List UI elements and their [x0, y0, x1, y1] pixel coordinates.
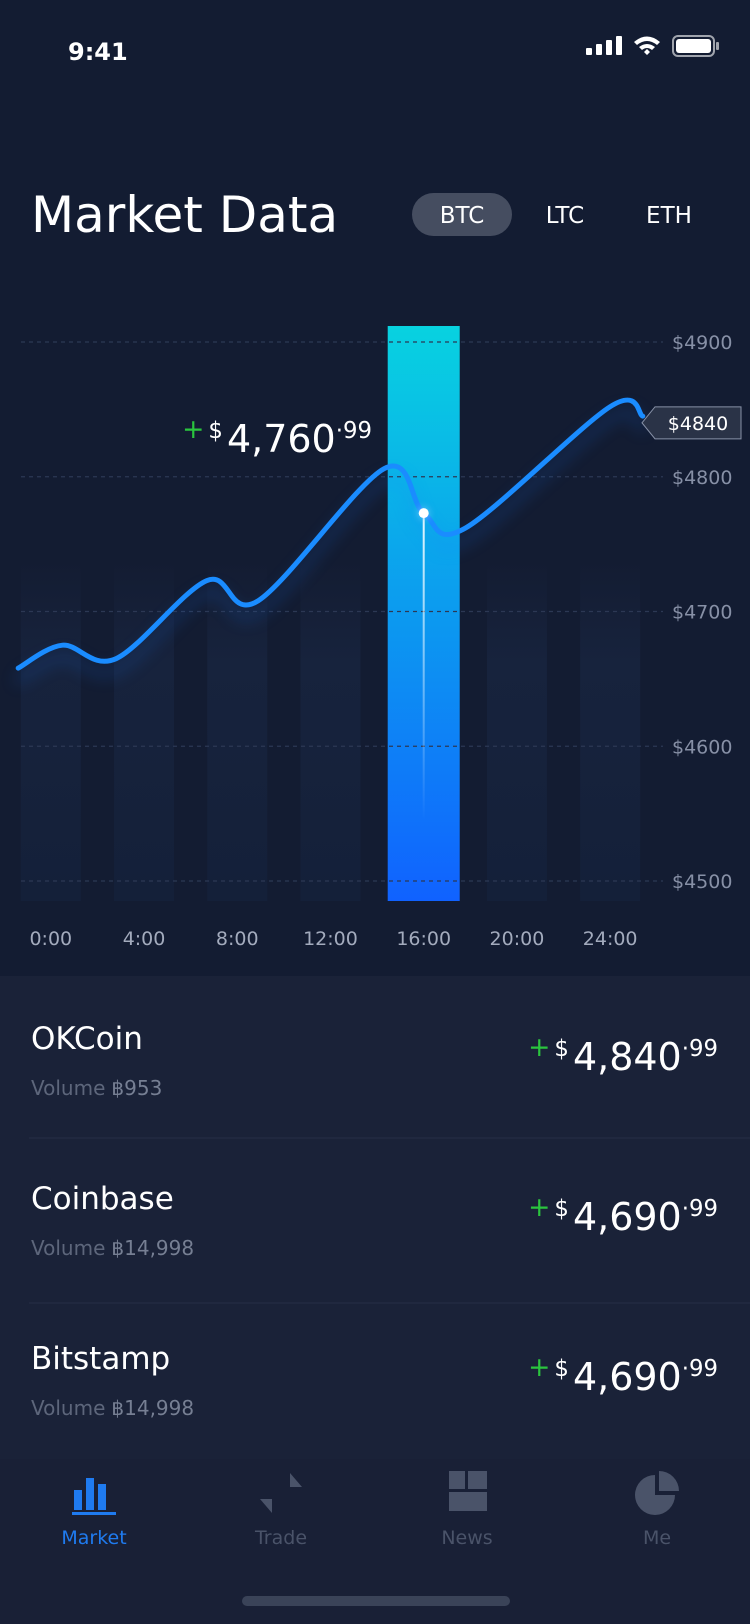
price-currency: $	[208, 418, 223, 444]
column-bg	[486, 560, 547, 901]
exchange-name[interactable]: Coinbase	[31, 1181, 174, 1217]
status-icons	[586, 35, 719, 57]
price: + $4,690·99	[528, 1192, 718, 1239]
column-bg	[20, 560, 81, 901]
x-tick-label: 4:00	[123, 928, 166, 950]
price-sign: +	[528, 1352, 550, 1383]
tab-label[interactable]: BTC	[440, 203, 485, 229]
price-whole: 4,840	[573, 1035, 682, 1079]
tab-bar-label[interactable]: Market	[61, 1527, 126, 1549]
highlight-line	[422, 513, 425, 820]
volume-label: Volume	[31, 1236, 105, 1260]
volume-value: ฿953	[111, 1076, 162, 1100]
exchange-volume: Volume ฿14,998	[31, 1396, 194, 1420]
y-tick-label: $4700	[672, 602, 732, 624]
home-indicator	[242, 1596, 510, 1606]
exchange-volume: Volume ฿953	[31, 1076, 162, 1100]
status-time: 9:41	[68, 38, 128, 66]
price-whole: 4,760	[227, 417, 336, 461]
tab-label[interactable]: ETH	[646, 203, 692, 229]
y-tick-label: $4600	[672, 736, 732, 758]
price-currency: $	[554, 1196, 569, 1222]
last-price-tag	[641, 406, 742, 440]
volume-label: Volume	[31, 1076, 105, 1100]
last-price-label: $4840	[668, 413, 728, 435]
y-tick-label: $4500	[672, 871, 732, 893]
column-bg	[300, 560, 361, 901]
x-tick-label: 12:00	[303, 928, 358, 950]
price-currency: $	[554, 1356, 569, 1382]
tab-label[interactable]: LTC	[546, 203, 584, 229]
price-cents: ·99	[682, 1196, 718, 1222]
x-tick-label: 8:00	[216, 928, 259, 950]
price: + $4,840·99	[528, 1032, 718, 1079]
y-tick-label: $4800	[672, 467, 732, 489]
column-bg	[207, 560, 268, 901]
tab-bar-label[interactable]: Trade	[254, 1527, 307, 1549]
x-tick-label: 20:00	[490, 928, 545, 950]
price-sign: +	[182, 414, 204, 445]
volume-value: ฿14,998	[111, 1396, 194, 1420]
list-bg	[0, 976, 750, 1459]
price-cents: ·99	[682, 1356, 718, 1382]
column-bg	[580, 560, 641, 901]
price: + $4,690·99	[528, 1352, 718, 1399]
price-sign: +	[528, 1032, 550, 1063]
volume-value: ฿14,998	[111, 1236, 194, 1260]
price-whole: 4,690	[573, 1355, 682, 1399]
price-line	[15, 397, 646, 671]
tab-icons	[72, 1471, 679, 1515]
volume-label: Volume	[31, 1396, 105, 1420]
x-tick-label: 24:00	[583, 928, 638, 950]
price-currency: $	[554, 1036, 569, 1062]
tab-bar-label[interactable]: News	[441, 1527, 492, 1549]
y-tick-label: $4900	[672, 332, 732, 354]
page-title: Market Data	[31, 186, 338, 244]
price-cents: ·99	[682, 1036, 718, 1062]
exchange-name[interactable]: Bitstamp	[31, 1341, 170, 1377]
exchange-name[interactable]: OKCoin	[31, 1021, 143, 1057]
tab-bar-label[interactable]: Me	[643, 1527, 671, 1549]
tab-pill[interactable]	[412, 193, 512, 236]
price: + $4,760·99	[182, 414, 372, 461]
highlight-point	[418, 508, 429, 519]
x-tick-label: 0:00	[29, 928, 72, 950]
price-whole: 4,690	[573, 1195, 682, 1239]
price-cents: ·99	[336, 418, 372, 444]
price-sign: +	[528, 1192, 550, 1223]
exchange-volume: Volume ฿14,998	[31, 1236, 194, 1260]
x-tick-label: 16:00	[396, 928, 451, 950]
